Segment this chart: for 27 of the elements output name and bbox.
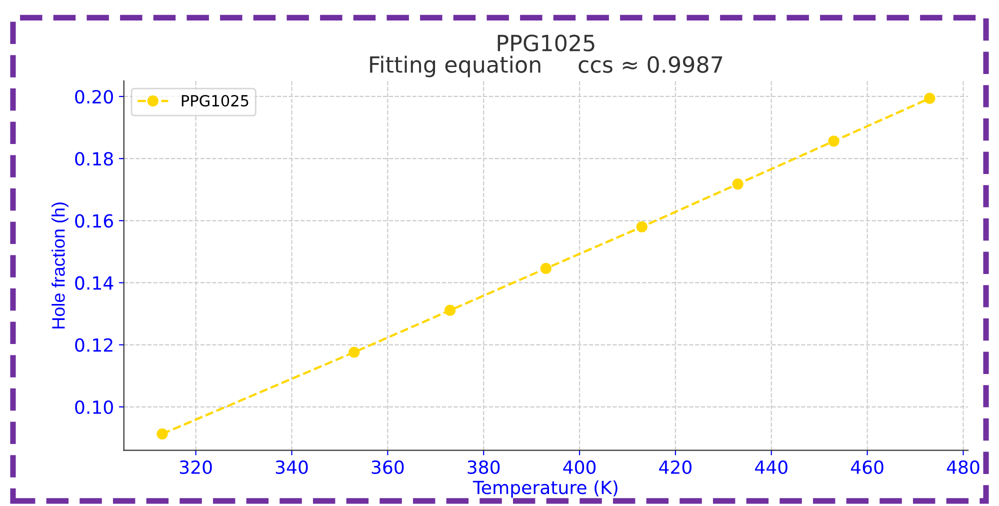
x-tick-label: 400	[563, 460, 596, 474]
x-tick-label: 380	[468, 460, 500, 474]
point	[924, 92, 936, 104]
y-axis-title: Hole fraction (h)	[52, 202, 68, 328]
point	[636, 221, 648, 232]
y-tick-label: 0.16	[75, 214, 114, 228]
point	[732, 178, 744, 190]
x-tick-label: 440	[755, 460, 788, 474]
x-tick-label: 360	[372, 460, 404, 474]
x-tick-label: 420	[659, 460, 692, 474]
point	[348, 346, 360, 358]
x-tick-label: 320	[180, 460, 212, 474]
y-tick-label: 0.12	[75, 338, 112, 352]
y-tick-label: 0.18	[75, 152, 113, 166]
legend-label: PPG1025	[182, 94, 248, 107]
chart-title: PPG1025 Fitting equation ccs ≈ 0.9987	[370, 34, 722, 78]
x-tick-label: 480	[946, 460, 980, 474]
x-axis-title: Temperature (K)	[472, 480, 618, 498]
y-tick-label: 0.14	[75, 276, 114, 290]
x-tick-label: 460	[850, 460, 884, 474]
point	[540, 262, 552, 274]
point	[828, 136, 840, 147]
point	[156, 428, 168, 440]
x-tick-label: 340	[276, 460, 308, 474]
y-tick-label: 0.10	[75, 400, 113, 414]
y-tick-label: 0.20	[75, 90, 113, 104]
point	[444, 304, 456, 316]
